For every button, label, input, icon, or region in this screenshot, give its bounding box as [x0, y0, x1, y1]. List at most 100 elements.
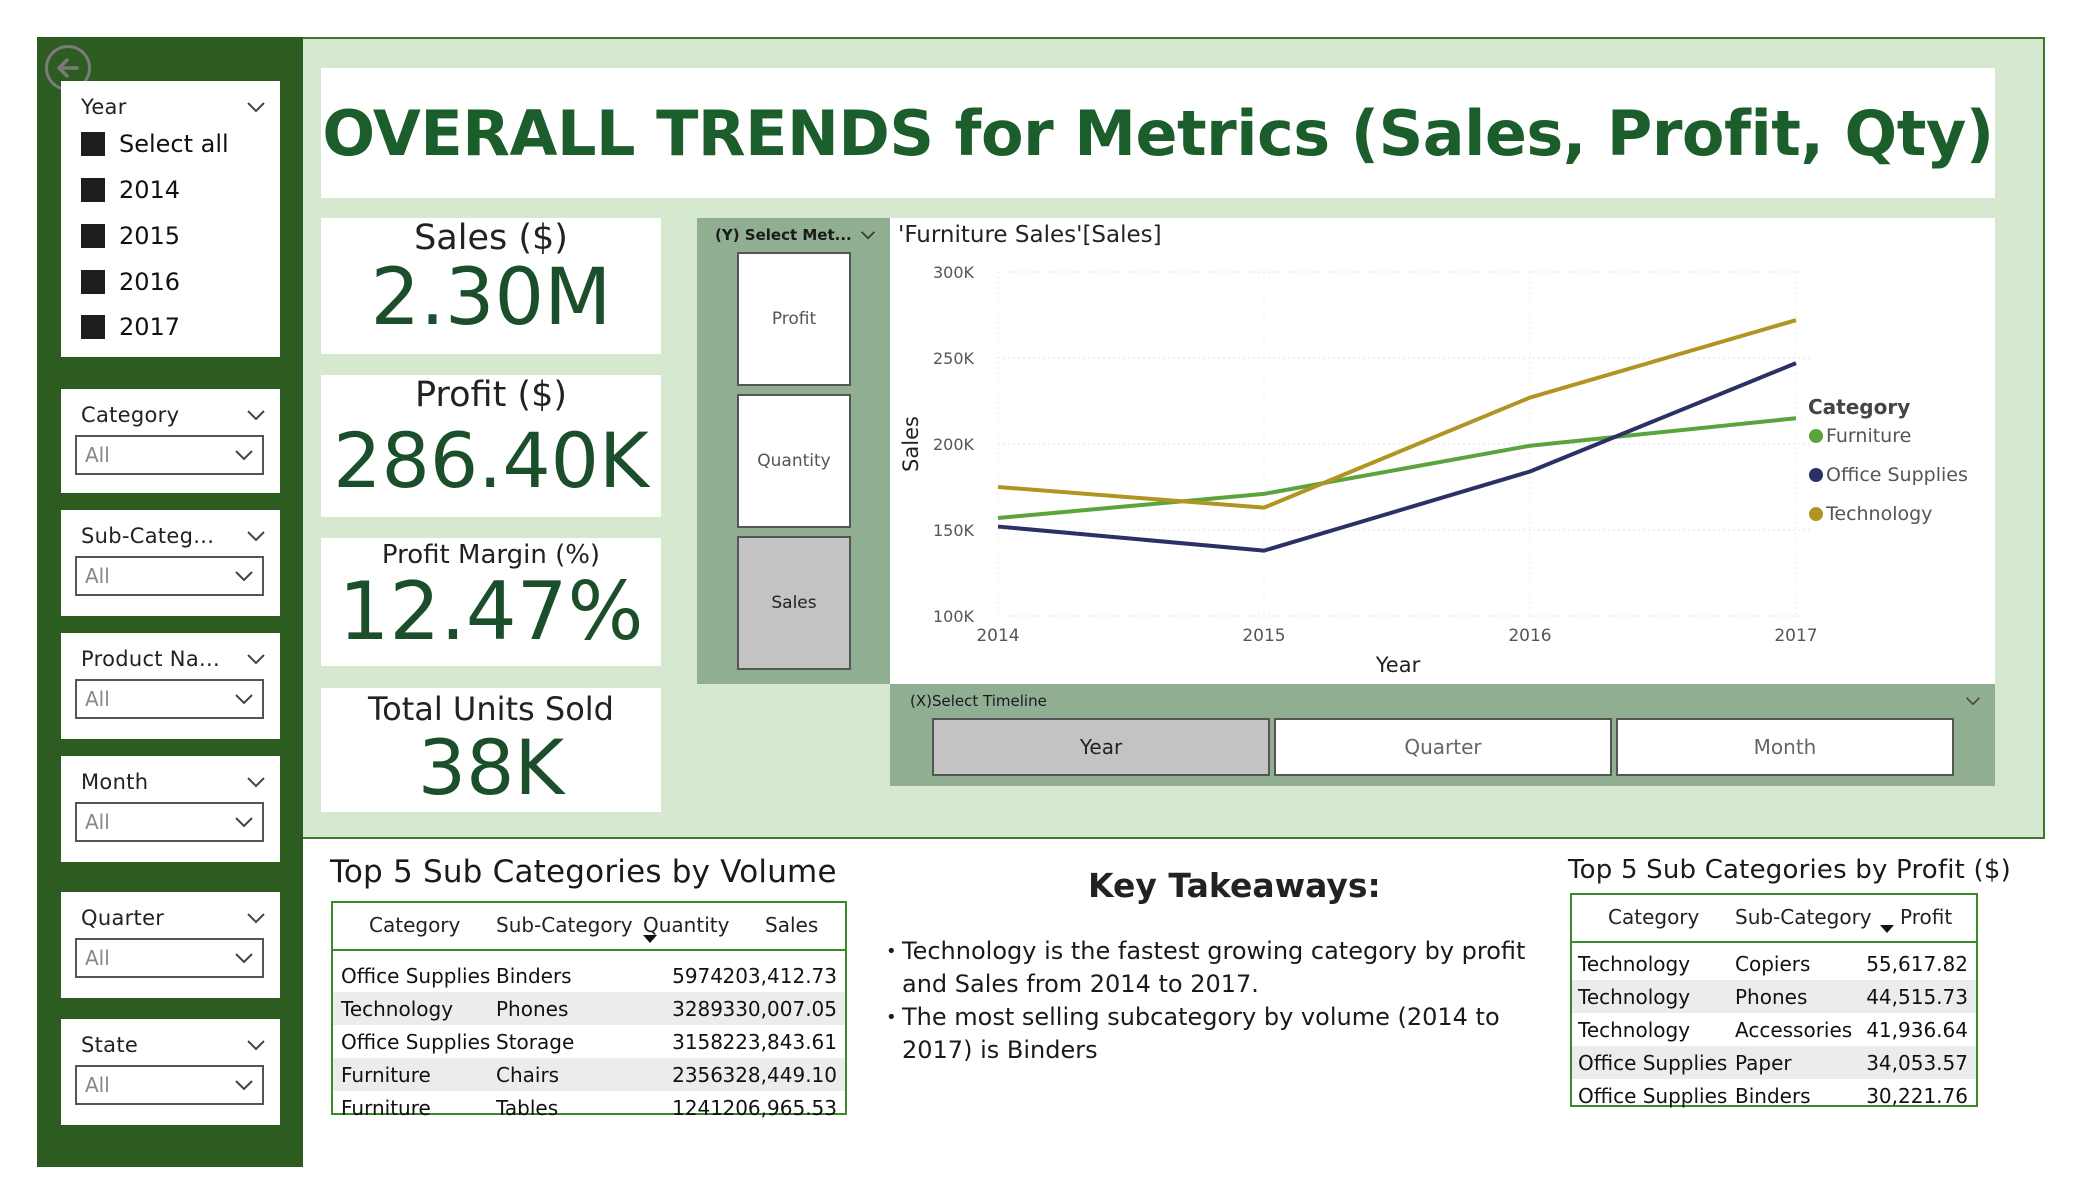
- column-header[interactable]: Category: [369, 913, 461, 937]
- year-option-2017[interactable]: 2017: [81, 312, 180, 342]
- checkbox[interactable]: [81, 132, 105, 156]
- timeline-option-month[interactable]: Month: [1616, 718, 1954, 776]
- subcategory-slicer-title: Sub-Categ...: [81, 524, 215, 548]
- state-value: All: [85, 1073, 110, 1097]
- cell-profit: 41,936.64: [1866, 1018, 1968, 1042]
- month-slicer-title: Month: [81, 770, 149, 794]
- takeaways-title: Key Takeaways:: [1088, 866, 1381, 905]
- kpi-label: Profit Margin (%): [381, 540, 601, 570]
- year-option-2015[interactable]: 2015: [81, 221, 180, 251]
- timeline-option-year[interactable]: Year: [932, 718, 1270, 776]
- chevron-down-icon[interactable]: [1965, 696, 1981, 706]
- month-dropdown[interactable]: All: [75, 802, 264, 842]
- cell-quantity: 3289: [672, 997, 723, 1021]
- y-tick-label: 250K: [933, 349, 975, 368]
- cell-subcategory: Binders: [1735, 1084, 1811, 1108]
- checkbox[interactable]: [81, 315, 105, 339]
- checkbox[interactable]: [81, 224, 105, 248]
- cell-profit: 44,515.73: [1866, 985, 1968, 1009]
- x-tick-label: 2017: [1774, 626, 1817, 646]
- column-header[interactable]: Category: [1608, 905, 1700, 929]
- chart-canvas: 'Furniture Sales'[Sales] 100K 150K 200K 250K…: [898, 222, 1968, 677]
- state-slicer: State All: [61, 1019, 280, 1125]
- year-slicer-title: Year: [81, 95, 127, 119]
- column-header[interactable]: Sales: [765, 913, 819, 937]
- profit-table: Category Sub-Category Profit Technology …: [1570, 893, 1978, 1108]
- page-title: OVERALL TRENDS for Metrics (Sales, Profi…: [322, 96, 1994, 170]
- metric-option-quantity[interactable]: Quantity: [737, 394, 851, 528]
- year-option-2014[interactable]: 2014: [81, 175, 180, 205]
- state-slicer-title: State: [81, 1033, 139, 1057]
- timeline-option-quarter[interactable]: Quarter: [1274, 718, 1612, 776]
- year-option-label: 2014: [119, 176, 181, 204]
- filter-sidebar: Year Select all 2014 2015 2016 2017 Cate…: [37, 37, 303, 1167]
- table-row[interactable]: Office Supplies Paper 34,053.57: [1572, 1046, 1976, 1079]
- legend-marker: [1809, 507, 1823, 521]
- cell-sales: 203,412.73: [722, 964, 837, 988]
- subcategory-value: All: [85, 564, 110, 588]
- cell-sales: 328,449.10: [722, 1063, 837, 1087]
- checkbox[interactable]: [81, 270, 105, 294]
- table-row[interactable]: Office Supplies Binders 5974 203,412.73: [333, 959, 845, 992]
- table-row[interactable]: Furniture Chairs 2356 328,449.10: [333, 1058, 845, 1091]
- cell-category: Technology: [1578, 985, 1691, 1009]
- category-dropdown[interactable]: All: [75, 435, 264, 475]
- quarter-dropdown[interactable]: All: [75, 938, 264, 978]
- subcategory-slicer: Sub-Categ... All: [61, 510, 280, 616]
- column-header[interactable]: Sub-Category: [1735, 905, 1872, 929]
- cell-category: Office Supplies: [341, 964, 491, 988]
- state-dropdown[interactable]: All: [75, 1065, 264, 1105]
- cell-quantity: 3158: [672, 1030, 723, 1054]
- cell-quantity: 2356: [672, 1063, 723, 1087]
- table-row[interactable]: Furniture Tables 1241 206,965.53: [333, 1091, 845, 1124]
- cell-sales: 223,843.61: [722, 1030, 837, 1054]
- table-row[interactable]: Technology Copiers 55,617.82: [1572, 947, 1976, 980]
- takeaway-item: The most selling subcategory by volume (…: [886, 1001, 1560, 1067]
- year-option-2016[interactable]: 2016: [81, 267, 180, 297]
- chevron-down-icon[interactable]: [246, 1039, 266, 1051]
- checkbox[interactable]: [81, 178, 105, 202]
- cell-profit: 55,617.82: [1866, 952, 1968, 976]
- chevron-down-icon[interactable]: [860, 230, 876, 240]
- chevron-down-icon: [235, 694, 253, 705]
- chevron-down-icon[interactable]: [246, 409, 266, 421]
- cell-quantity: 5974: [672, 964, 723, 988]
- table-row[interactable]: Technology Phones 3289 330,007.05: [333, 992, 845, 1025]
- kpi-card-sales: Sales ($) 2.30M: [321, 218, 661, 354]
- legend-label: Office Supplies: [1826, 464, 1968, 486]
- sort-descending-icon: [1880, 925, 1894, 933]
- x-tick-label: 2016: [1508, 626, 1551, 646]
- cell-category: Technology: [1578, 952, 1691, 976]
- kpi-value: 12.47%: [338, 565, 644, 658]
- chevron-down-icon[interactable]: [246, 653, 266, 665]
- cell-category: Office Supplies: [1578, 1084, 1728, 1108]
- sort-descending-icon: [643, 935, 657, 943]
- chevron-down-icon[interactable]: [246, 530, 266, 542]
- x-tick-label: 2015: [1242, 626, 1285, 646]
- chevron-down-icon[interactable]: [246, 776, 266, 788]
- table-row[interactable]: Technology Phones 44,515.73: [1572, 980, 1976, 1013]
- table-row[interactable]: Office Supplies Binders 30,221.76: [1572, 1079, 1976, 1112]
- cell-subcategory: Storage: [496, 1030, 575, 1054]
- subcategory-dropdown[interactable]: All: [75, 556, 264, 596]
- category-slicer: Category All: [61, 389, 280, 493]
- metric-option-profit[interactable]: Profit: [737, 252, 851, 386]
- product-value: All: [85, 687, 110, 711]
- year-option-select-all[interactable]: Select all: [81, 129, 229, 159]
- takeaway-item: Technology is the fastest growing catego…: [886, 935, 1560, 1001]
- line-chart: 'Furniture Sales'[Sales] 100K 150K 200K 250K…: [890, 218, 1995, 684]
- product-dropdown[interactable]: All: [75, 679, 264, 719]
- month-value: All: [85, 810, 110, 834]
- column-header[interactable]: Quantity: [643, 913, 730, 937]
- cell-subcategory: Paper: [1735, 1051, 1792, 1075]
- column-header[interactable]: Sub-Category: [496, 913, 633, 937]
- y-axis-label: Sales: [899, 416, 923, 472]
- chevron-down-icon[interactable]: [246, 101, 266, 113]
- table-row[interactable]: Technology Accessories 41,936.64: [1572, 1013, 1976, 1046]
- metric-option-sales[interactable]: Sales: [737, 536, 851, 670]
- column-header[interactable]: Profit: [1900, 905, 1953, 929]
- cell-category: Office Supplies: [1578, 1051, 1728, 1075]
- chevron-down-icon[interactable]: [246, 912, 266, 924]
- table-row[interactable]: Office Supplies Storage 3158 223,843.61: [333, 1025, 845, 1058]
- legend-marker: [1809, 429, 1823, 443]
